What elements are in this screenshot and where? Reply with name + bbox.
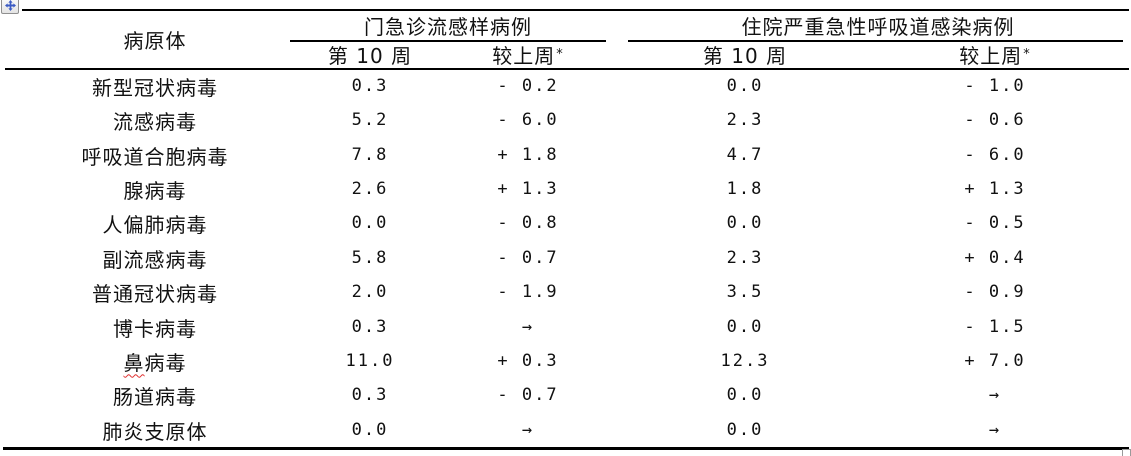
ili-week-value: 0.0 — [351, 420, 389, 440]
ili-week-value: 2.0 — [351, 282, 389, 302]
ili-change-value: - 0.2 — [497, 76, 559, 96]
ili-change-value: - 0.7 — [497, 248, 559, 268]
header-row-groups: 门急诊流感样病例 住院严重急性呼吸道感染病例 — [20, 10, 1128, 40]
subheader-sari-week: 第 10 周 — [628, 40, 862, 69]
four-way-arrow-icon — [4, 0, 16, 11]
table-resize-handle-icon[interactable] — [1122, 449, 1131, 456]
sari-week-value: 4.7 — [726, 145, 764, 165]
sari-change-value: - 0.5 — [964, 213, 1026, 233]
table-row: 普通冠状病毒 2.0 - 1.9 3.5 - 0.9 — [20, 275, 1128, 309]
sari-change-value: - 6.0 — [964, 145, 1026, 165]
sari-change-value: → — [988, 385, 1002, 405]
table-top-rule — [22, 9, 1129, 11]
column-header-pathogen: 病原体 — [123, 28, 187, 53]
ili-change-value: + 0.3 — [497, 351, 559, 371]
ili-week-value: 0.0 — [351, 213, 389, 233]
pathogen-name: 鼻病毒 — [20, 344, 290, 378]
subheader-label: 第 10 周 — [327, 44, 413, 68]
sari-change-value: - 1.0 — [964, 76, 1026, 96]
subheader-ili-vs: 较上周 * — [450, 40, 606, 69]
ili-week-value: 11.0 — [345, 351, 395, 371]
sari-week-value: 2.3 — [726, 248, 764, 268]
pathogen-name: 新型冠状病毒 — [92, 75, 218, 100]
group2-span-rule — [628, 40, 1123, 42]
table-row: 副流感病毒 5.8 - 0.7 2.3 + 0.4 — [20, 241, 1128, 275]
ili-change-value: - 0.8 — [497, 213, 559, 233]
sari-change-value: - 1.5 — [964, 317, 1026, 337]
ili-week-value: 5.8 — [351, 248, 389, 268]
sari-change-value: + 1.3 — [964, 179, 1026, 199]
sari-change-value: + 7.0 — [964, 351, 1026, 371]
subheader-sari-vs: 较上周 * — [862, 40, 1128, 69]
header-row-subcolumns: 第 10 周 较上周 * 第 10 周 较上周 * — [20, 40, 1128, 69]
ili-change-value: → — [521, 420, 535, 440]
group1-span-rule — [290, 40, 606, 42]
ili-change-value: → — [521, 317, 535, 337]
subheader-label: 较上周 — [959, 44, 1023, 68]
pathogen-name: 副流感病毒 — [102, 247, 208, 272]
table-row: 人偏肺病毒 0.0 - 0.8 0.0 - 0.5 — [20, 206, 1128, 240]
column-group-header-ili: 门急诊流感样病例 — [364, 14, 532, 39]
spellcheck-marked-text: 鼻 — [123, 350, 145, 375]
pathogen-name: 人偏肺病毒 — [102, 212, 208, 237]
table-row: 肠道病毒 0.3 - 0.7 0.0 → — [20, 378, 1128, 412]
ili-week-value: 5.2 — [351, 110, 389, 130]
ili-change-value: + 1.3 — [497, 179, 559, 199]
sari-week-value: 0.0 — [726, 76, 764, 96]
ili-change-value: - 6.0 — [497, 110, 559, 130]
sari-change-value: → — [988, 420, 1002, 440]
ili-change-value: + 1.8 — [497, 145, 559, 165]
ili-change-value: - 1.9 — [497, 282, 559, 302]
table-row: 呼吸道合胞病毒 7.8 + 1.8 4.7 - 6.0 — [20, 138, 1128, 172]
table-row: 流感病毒 5.2 - 6.0 2.3 - 0.6 — [20, 103, 1128, 137]
pathogen-name: 腺病毒 — [123, 178, 187, 203]
subheader-label: 第 10 周 — [702, 44, 788, 68]
table-row: 鼻病毒 11.0 + 0.3 12.3 + 7.0 — [20, 344, 1128, 378]
ili-week-value: 2.6 — [351, 179, 389, 199]
table-row: 博卡病毒 0.3 → 0.0 - 1.5 — [20, 310, 1128, 344]
pathogen-name-rest: 病毒 — [144, 350, 187, 375]
sari-week-value: 0.0 — [726, 213, 764, 233]
ili-week-value: 7.8 — [351, 145, 389, 165]
sari-week-value: 0.0 — [726, 420, 764, 440]
ili-week-value: 0.3 — [351, 385, 389, 405]
table-row: 新型冠状病毒 0.3 - 0.2 0.0 - 1.0 — [20, 69, 1128, 103]
subheader-ili-week: 第 10 周 — [290, 40, 450, 69]
ili-change-value: - 0.7 — [497, 385, 559, 405]
sari-change-value: - 0.9 — [964, 282, 1026, 302]
sari-change-value: - 0.6 — [964, 110, 1026, 130]
table-row: 腺病毒 2.6 + 1.3 1.8 + 1.3 — [20, 172, 1128, 206]
table-row: 肺炎支原体 0.0 → 0.0 → — [20, 413, 1128, 447]
pathogen-name: 呼吸道合胞病毒 — [81, 144, 229, 169]
sari-week-value: 12.3 — [720, 351, 770, 371]
ili-week-value: 0.3 — [351, 317, 389, 337]
sari-week-value: 3.5 — [726, 282, 764, 302]
pathogen-name: 博卡病毒 — [113, 316, 197, 341]
sari-week-value: 1.8 — [726, 179, 764, 199]
table-bottom-rule — [3, 447, 1129, 450]
pathogen-name: 肠道病毒 — [113, 384, 197, 409]
sari-change-value: + 0.4 — [964, 248, 1026, 268]
sari-week-value: 0.0 — [726, 317, 764, 337]
sari-week-value: 2.3 — [726, 110, 764, 130]
pathogen-name: 普通冠状病毒 — [92, 281, 218, 306]
sari-week-value: 0.0 — [726, 385, 764, 405]
table-move-handle-icon[interactable] — [1, 0, 19, 14]
header-bottom-rule — [5, 68, 1129, 70]
column-group-header-sari: 住院严重急性呼吸道感染病例 — [741, 14, 1015, 39]
pathogen-name: 流感病毒 — [113, 109, 197, 134]
subheader-label: 较上周 — [492, 44, 556, 68]
pathogen-name: 肺炎支原体 — [102, 419, 208, 444]
ili-week-value: 0.3 — [351, 76, 389, 96]
